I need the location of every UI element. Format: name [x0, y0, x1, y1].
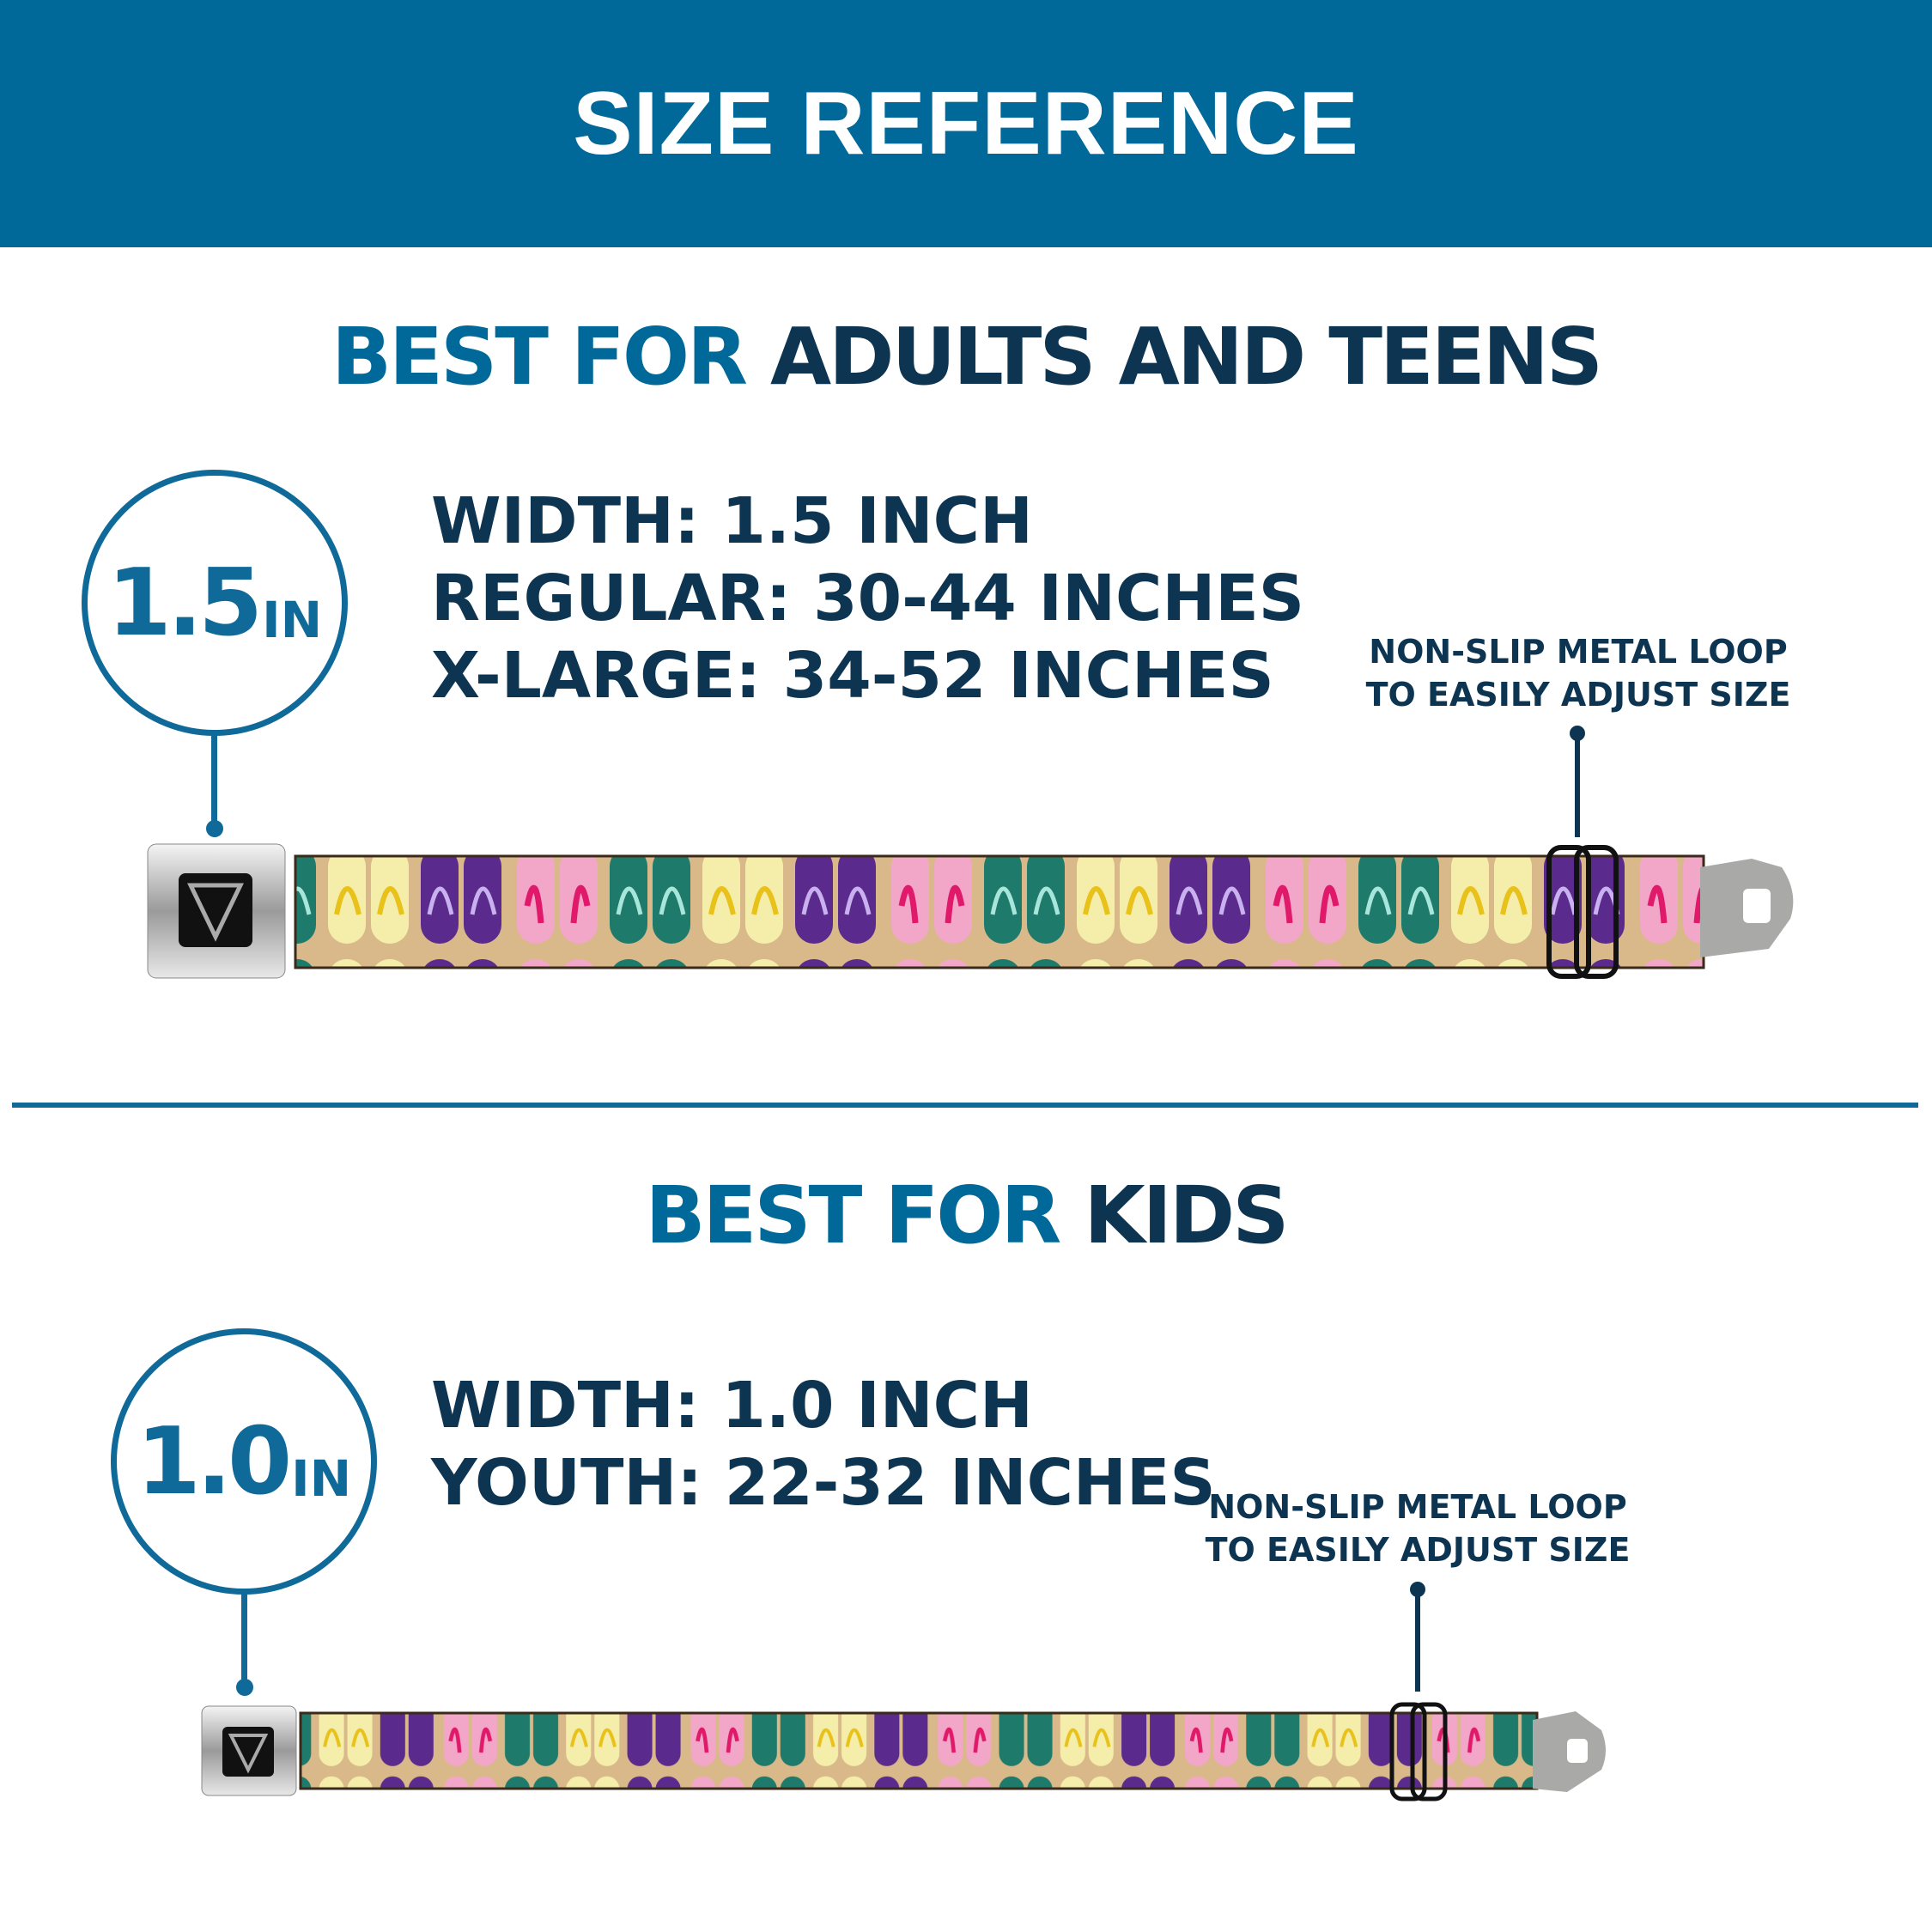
spec-width: WIDTH: 1.0 INCH	[431, 1369, 1033, 1443]
tip-hole	[1743, 889, 1771, 923]
strap	[299, 1711, 1539, 1790]
badge-number: 1.5	[106, 549, 263, 657]
note-connector	[1575, 734, 1580, 837]
adults-specs: WIDTH: 1.5 INCH REGULAR: 30-44 INCHES X-…	[431, 483, 1304, 714]
badge-connector	[241, 1593, 247, 1687]
heading-highlight: BEST FOR	[645, 1170, 1061, 1261]
spec-regular: REGULAR: 30-44 INCHES	[431, 562, 1305, 635]
heading-highlight: BEST FOR	[331, 311, 748, 403]
strap	[294, 854, 1705, 969]
spec-xlarge: X-LARGE: 34-52 INCHES	[431, 639, 1274, 713]
adjuster-loop	[1546, 845, 1591, 979]
note-line: TO EASILY ADJUST SIZE	[1365, 676, 1791, 714]
note-line: TO EASILY ADJUST SIZE	[1205, 1531, 1631, 1569]
loop-note-kids: NON-SLIP METAL LOOP TO EASILY ADJUST SIZ…	[1179, 1485, 1656, 1571]
heading-rest: ADULTS AND TEENS	[769, 311, 1603, 403]
page-title: SIZE REFERENCE	[573, 74, 1359, 173]
note-dot	[1410, 1582, 1425, 1597]
loop-note-adults: NON-SLIP METAL LOOP TO EASILY ADJUST SIZ…	[1340, 630, 1817, 716]
spec-width: WIDTH: 1.5 INCH	[431, 484, 1033, 558]
spec-youth: YOUTH: 22-32 INCHES	[431, 1446, 1216, 1520]
connector-dot	[206, 820, 223, 837]
heading-rest: KIDS	[1084, 1170, 1289, 1261]
seatbelt-belt-adults	[147, 843, 1794, 979]
width-badge-adults: 1.5 IN	[82, 470, 348, 736]
adjuster-loop	[1389, 1702, 1427, 1801]
adults-heading: BEST FOR ADULTS AND TEENS	[0, 311, 1932, 403]
badge-unit: IN	[262, 591, 323, 649]
badge-connector	[211, 734, 217, 829]
note-dot	[1570, 726, 1585, 741]
kids-heading: BEST FOR KIDS	[0, 1170, 1932, 1261]
badge-unit: IN	[291, 1449, 352, 1508]
kids-specs: WIDTH: 1.0 INCH YOUTH: 22-32 INCHES	[431, 1367, 1216, 1522]
note-line: NON-SLIP METAL LOOP	[1208, 1488, 1627, 1526]
header-banner	[0, 0, 1932, 247]
seatbelt-belt-kids	[201, 1702, 1606, 1801]
section-divider	[12, 1103, 1918, 1108]
connector-dot	[236, 1679, 253, 1696]
note-connector	[1415, 1590, 1420, 1692]
note-line: NON-SLIP METAL LOOP	[1369, 633, 1788, 671]
buckle-logo	[222, 1727, 274, 1777]
buckle-logo	[179, 873, 252, 947]
badge-number: 1.0	[136, 1407, 292, 1516]
width-badge-kids: 1.0 IN	[111, 1328, 377, 1595]
